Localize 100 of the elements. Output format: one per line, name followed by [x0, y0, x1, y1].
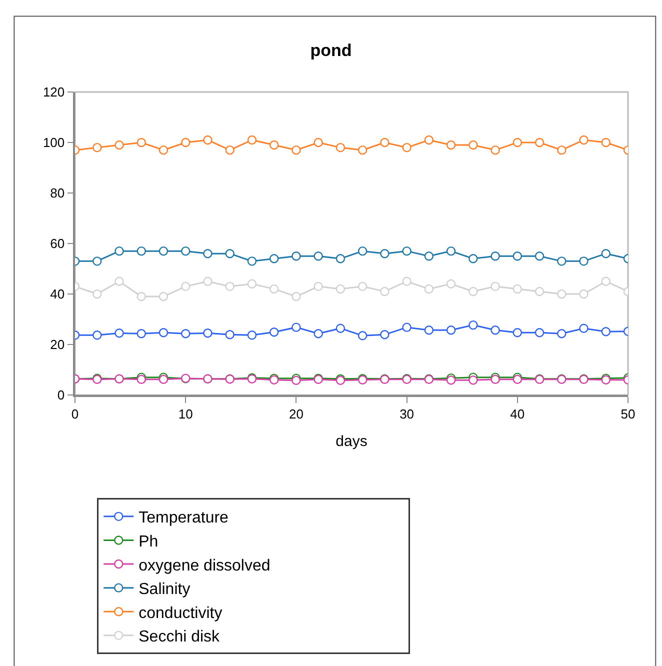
point	[358, 331, 368, 340]
point	[424, 135, 434, 145]
point	[203, 276, 212, 286]
point	[136, 138, 146, 148]
point	[446, 326, 456, 335]
point	[336, 324, 346, 333]
point	[158, 292, 168, 302]
point	[380, 330, 390, 340]
point	[468, 286, 478, 296]
point	[269, 254, 279, 264]
point	[380, 249, 390, 258]
point	[424, 252, 434, 261]
point	[181, 138, 190, 148]
y-tick-label: 120	[42, 84, 65, 100]
point	[136, 329, 146, 338]
point	[292, 322, 301, 332]
x-tick-label: 30	[400, 406, 414, 422]
x-tick-label: 40	[510, 406, 525, 422]
legend-label: Temperature	[138, 510, 229, 527]
point	[114, 276, 124, 286]
point	[92, 142, 102, 152]
point	[158, 328, 168, 338]
point	[557, 289, 566, 299]
point	[579, 289, 588, 299]
legend-label: Salinity	[138, 581, 190, 598]
point	[247, 135, 257, 145]
point	[512, 138, 522, 148]
point	[181, 246, 190, 256]
point	[247, 256, 257, 266]
point	[314, 138, 323, 148]
point	[203, 249, 212, 258]
point	[158, 145, 168, 155]
point	[336, 254, 346, 264]
point	[579, 256, 588, 266]
point	[269, 328, 279, 337]
point	[225, 145, 234, 155]
point	[358, 282, 368, 292]
chart-title: pond	[310, 40, 352, 60]
y-tick-label: 60	[50, 236, 65, 252]
x-tick-label: 10	[178, 406, 193, 422]
point	[225, 249, 234, 258]
point	[557, 329, 566, 338]
point	[490, 145, 500, 155]
point	[336, 142, 346, 152]
point	[446, 140, 456, 150]
point	[158, 246, 168, 256]
point	[314, 329, 323, 338]
point	[136, 246, 146, 256]
point	[446, 246, 456, 256]
point	[601, 249, 610, 258]
point	[424, 326, 434, 335]
point	[181, 282, 190, 292]
point	[446, 279, 456, 288]
point	[468, 376, 478, 385]
point	[380, 286, 390, 296]
point	[292, 252, 301, 261]
y-tick-label: 20	[50, 337, 65, 352]
point	[490, 326, 500, 335]
y-tick-label: 40	[50, 286, 65, 302]
point	[292, 292, 301, 302]
point	[424, 284, 434, 294]
point	[358, 246, 368, 256]
point	[114, 140, 124, 150]
point	[534, 286, 544, 296]
point	[181, 329, 190, 338]
point	[136, 292, 146, 302]
point	[269, 284, 279, 294]
point	[557, 256, 566, 266]
point	[225, 282, 234, 292]
point	[579, 324, 588, 333]
x-tick-label: 0	[71, 406, 79, 422]
point	[203, 328, 212, 338]
point	[247, 279, 257, 288]
point	[579, 135, 588, 145]
y-tick-label: 0	[57, 388, 65, 403]
point	[292, 145, 301, 155]
point	[358, 145, 368, 155]
point	[601, 327, 610, 336]
point	[402, 322, 412, 332]
x-tick-label: 20	[288, 406, 304, 422]
y-tick-label: 80	[50, 186, 65, 201]
point	[468, 140, 478, 150]
point	[512, 284, 522, 294]
point	[446, 376, 456, 385]
point	[269, 140, 279, 150]
point	[380, 138, 390, 148]
legend-label: oxygene dissolved	[138, 557, 270, 574]
y-tick-label: 100	[42, 135, 65, 150]
point	[402, 276, 412, 286]
point	[314, 282, 323, 292]
point	[534, 328, 544, 338]
point	[468, 320, 478, 330]
point	[203, 135, 212, 145]
legend-label: Secchi disk	[138, 628, 221, 646]
x-axis-title: days	[336, 432, 368, 450]
point	[402, 246, 412, 256]
point	[225, 330, 234, 340]
point	[534, 252, 544, 261]
point	[601, 138, 610, 148]
point	[490, 252, 500, 261]
